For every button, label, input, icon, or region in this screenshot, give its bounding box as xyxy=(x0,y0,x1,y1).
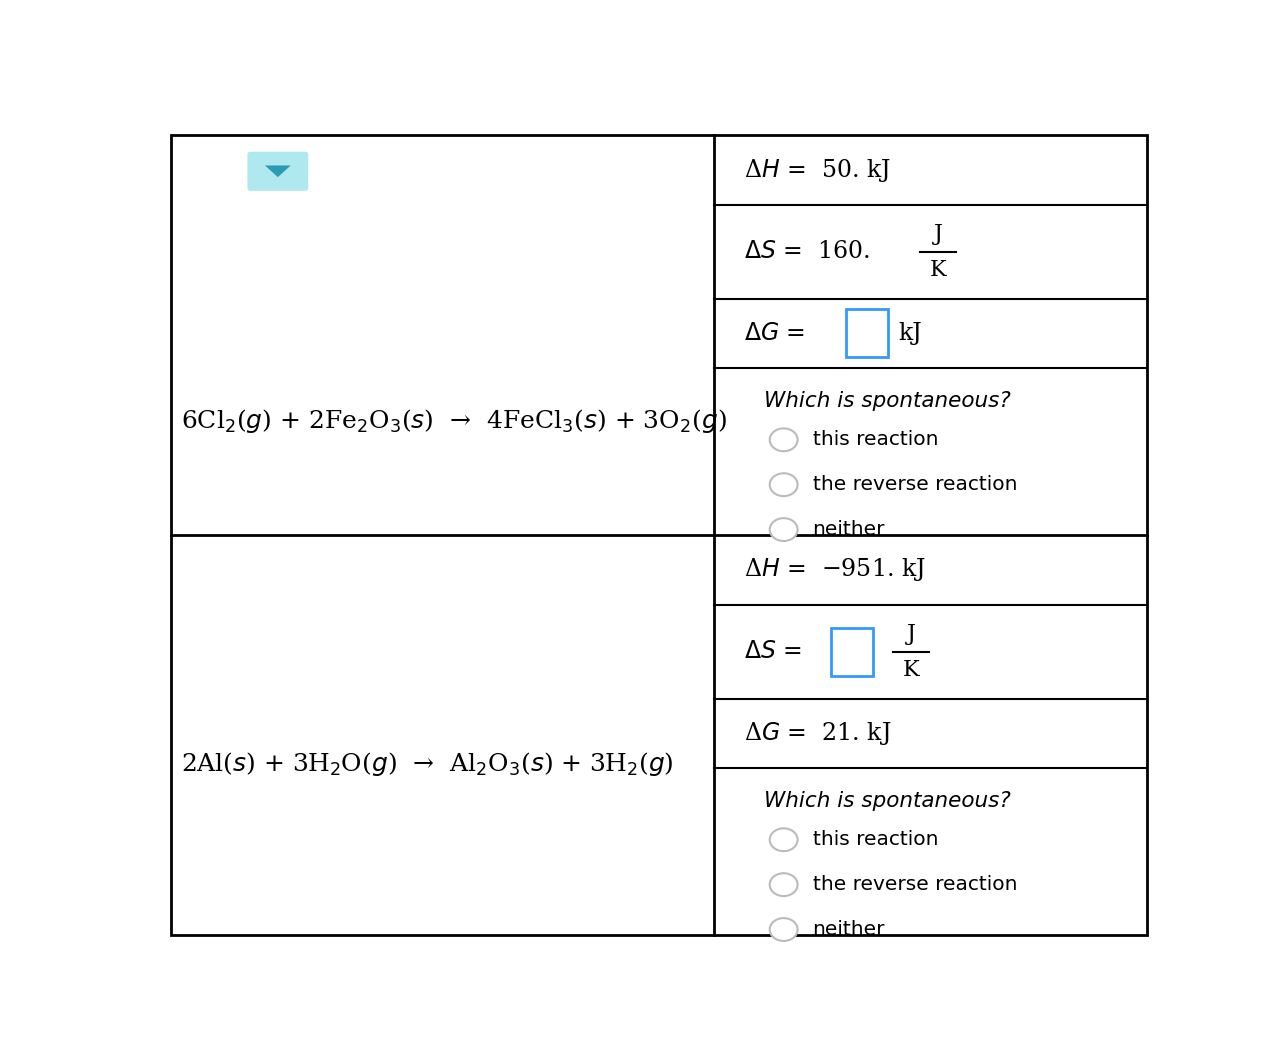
Circle shape xyxy=(770,518,797,541)
Circle shape xyxy=(770,873,797,896)
Text: J: J xyxy=(934,223,943,245)
Circle shape xyxy=(770,918,797,941)
Text: neither: neither xyxy=(813,920,885,939)
Circle shape xyxy=(770,828,797,851)
Text: K: K xyxy=(930,259,946,281)
FancyBboxPatch shape xyxy=(846,310,889,357)
Polygon shape xyxy=(265,165,291,177)
Text: this reaction: this reaction xyxy=(813,830,937,849)
FancyBboxPatch shape xyxy=(171,136,1147,935)
Text: 2Al($s$) + 3H$_2$O($g$)  →  Al$_2$O$_3$($s$) + 3H$_2$($g$): 2Al($s$) + 3H$_2$O($g$) → Al$_2$O$_3$($s… xyxy=(180,749,674,778)
FancyBboxPatch shape xyxy=(832,628,873,675)
Text: $\Delta S$ =  160.: $\Delta S$ = 160. xyxy=(743,241,869,263)
Text: Which is spontaneous?: Which is spontaneous? xyxy=(764,791,1011,811)
Text: K: K xyxy=(903,658,919,681)
FancyBboxPatch shape xyxy=(247,152,309,191)
Circle shape xyxy=(770,473,797,496)
Text: Δ$H$ =  −951. kJ: Δ$H$ = −951. kJ xyxy=(743,556,926,583)
Text: this reaction: this reaction xyxy=(813,430,937,449)
Text: Δ$H$ =  50. kJ: Δ$H$ = 50. kJ xyxy=(743,157,891,183)
Text: $\Delta G$ =: $\Delta G$ = xyxy=(743,322,805,344)
Text: Which is spontaneous?: Which is spontaneous? xyxy=(764,391,1011,410)
Text: the reverse reaction: the reverse reaction xyxy=(813,876,1017,895)
Text: the reverse reaction: the reverse reaction xyxy=(813,475,1017,494)
Circle shape xyxy=(770,428,797,452)
Text: neither: neither xyxy=(813,520,885,540)
Text: J: J xyxy=(907,622,916,644)
Text: kJ: kJ xyxy=(899,322,922,344)
Text: Δ$G$ =  21. kJ: Δ$G$ = 21. kJ xyxy=(743,720,891,746)
Text: $\Delta S$ =: $\Delta S$ = xyxy=(743,640,801,664)
Text: 6Cl$_2$($g$) + 2Fe$_2$O$_3$($s$)  →  4FeCl$_3$($s$) + 3O$_2$($g$): 6Cl$_2$($g$) + 2Fe$_2$O$_3$($s$) → 4FeCl… xyxy=(180,407,727,435)
